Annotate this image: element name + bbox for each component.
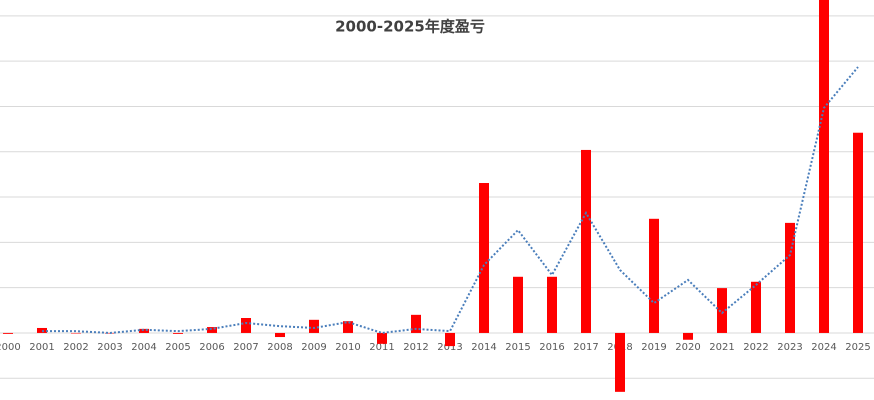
- x-tick-label: 2008: [267, 342, 292, 353]
- bar: [343, 321, 353, 333]
- bar: [173, 332, 183, 334]
- x-tick-label: 2006: [199, 342, 224, 353]
- x-tick-label: 2014: [471, 342, 496, 353]
- x-tick-label: 2022: [743, 342, 768, 353]
- x-tick-label: 2015: [505, 342, 530, 353]
- x-tick-label: 2017: [573, 342, 598, 353]
- bar: [309, 319, 319, 333]
- x-tick-label: 2023: [777, 342, 802, 353]
- x-tick-label: 2009: [301, 342, 326, 353]
- bar: [615, 332, 625, 392]
- bar: [241, 318, 251, 333]
- bar: [3, 332, 13, 334]
- bar: [139, 328, 149, 333]
- bar: [445, 332, 455, 347]
- x-tick-label: 2011: [369, 342, 394, 353]
- chart-title: 2000-2025年度盈亏: [335, 18, 485, 36]
- bar: [819, 0, 829, 333]
- bar: [683, 332, 693, 340]
- bar: [853, 132, 863, 333]
- x-tick-label: 2000: [0, 342, 21, 353]
- bar: [513, 276, 523, 333]
- x-tick-label: 2016: [539, 342, 564, 353]
- x-tick-label: 2002: [63, 342, 88, 353]
- bar: [717, 288, 727, 333]
- bar: [751, 281, 761, 333]
- x-tick-label: 2012: [403, 342, 428, 353]
- trend-line: [42, 66, 859, 334]
- x-tick-label: 2024: [811, 342, 836, 353]
- x-tick-label: 2003: [97, 342, 122, 353]
- bar: [479, 183, 489, 333]
- x-tick-label: 2001: [29, 342, 54, 353]
- x-tick-label: 2021: [709, 342, 734, 353]
- bar: [275, 332, 285, 338]
- bar: [411, 314, 421, 333]
- bar: [649, 218, 659, 333]
- x-tick-label: 2019: [641, 342, 666, 353]
- bar: [547, 276, 557, 333]
- x-tick-label: 2013: [437, 342, 462, 353]
- bar: [581, 149, 591, 333]
- x-tick-label: 2010: [335, 342, 360, 353]
- bar: [785, 222, 795, 333]
- bar: [207, 327, 217, 333]
- x-tick-label: 2020: [675, 342, 700, 353]
- x-tick-label: 2025: [845, 342, 870, 353]
- x-tick-label: 2005: [165, 342, 190, 353]
- bar: [377, 332, 387, 344]
- bar: [71, 332, 81, 334]
- x-tick-label: 2004: [131, 342, 156, 353]
- x-tick-label: 2007: [233, 342, 258, 353]
